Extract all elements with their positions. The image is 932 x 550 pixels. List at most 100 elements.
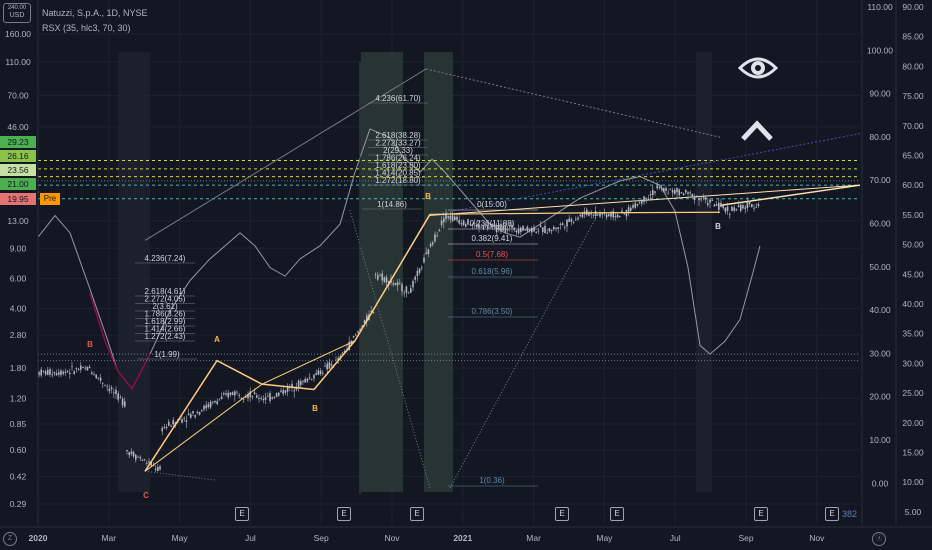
candle-body xyxy=(157,466,159,471)
candle-body xyxy=(665,188,667,191)
wave-label: A xyxy=(214,335,220,344)
left-axis-tick: 1.20 xyxy=(10,393,27,403)
time-axis-tick: Sep xyxy=(738,533,753,543)
left-axis-tick: 46.00 xyxy=(7,122,29,132)
candle-body xyxy=(533,227,535,232)
candle-body xyxy=(251,396,254,398)
candle-body xyxy=(742,205,744,209)
candle-body xyxy=(553,226,555,230)
earnings-badge[interactable]: E xyxy=(555,507,569,521)
chevron-up-icon[interactable] xyxy=(740,118,774,142)
price-box: 19.95 xyxy=(0,193,36,205)
candle-body xyxy=(425,252,427,255)
candle-body xyxy=(544,225,546,234)
candle-body xyxy=(181,419,183,423)
indicator-title[interactable]: RSX (35, hlc3, 70, 30) xyxy=(42,23,131,33)
earnings-badge[interactable]: E xyxy=(235,507,249,521)
candle-body xyxy=(399,282,401,284)
candle-body xyxy=(478,224,480,229)
wave-label: B xyxy=(312,404,318,413)
candle-body xyxy=(462,220,465,226)
earnings-badge[interactable]: E xyxy=(337,507,351,521)
candle-body xyxy=(86,366,89,371)
candle-body xyxy=(509,226,511,227)
candle-body xyxy=(313,374,315,379)
candle-body xyxy=(735,208,738,211)
candle-body xyxy=(240,397,243,399)
fib-ext-2-label: 2(29.33) xyxy=(383,146,413,155)
candle-body xyxy=(264,397,267,400)
candle-body xyxy=(361,325,364,329)
candle-body xyxy=(753,207,755,209)
earnings-badge[interactable]: E xyxy=(610,507,624,521)
candle-body xyxy=(392,283,394,285)
earnings-badge[interactable]: E xyxy=(825,507,839,521)
candle-body xyxy=(286,386,289,392)
candle-body xyxy=(581,213,584,218)
candle-body xyxy=(99,377,102,381)
candle-body xyxy=(603,213,606,214)
candle-body xyxy=(47,369,49,375)
outer-axis-tick: 60.00 xyxy=(902,180,924,190)
candle-body xyxy=(414,276,416,280)
rsx-oversold-segment xyxy=(89,293,151,391)
candle-body xyxy=(317,370,320,375)
symbol-title[interactable]: Natuzzi, S.p.A., 1D, NYSE xyxy=(42,8,148,18)
outer-axis-tick: 65.00 xyxy=(902,151,924,161)
candle-body xyxy=(187,413,190,416)
candle-body xyxy=(308,377,311,379)
candle-body xyxy=(154,468,157,470)
candle-body xyxy=(405,286,408,293)
candle-body xyxy=(396,282,399,286)
candle-body xyxy=(724,207,727,212)
eye-icon[interactable] xyxy=(738,52,778,84)
candle-body xyxy=(185,420,188,422)
candle-body xyxy=(150,461,152,466)
candle-body xyxy=(687,192,689,194)
candle-body xyxy=(220,396,223,400)
candle-body xyxy=(559,224,562,225)
fib-ext-1-label: 1.272(2.43) xyxy=(145,332,186,341)
candle-body xyxy=(660,187,663,190)
premarket-badge: Pre xyxy=(40,193,60,205)
candle-body xyxy=(394,282,397,285)
candle-body xyxy=(737,205,740,207)
candle-body xyxy=(238,395,240,397)
candle-body xyxy=(172,420,174,425)
candle-body xyxy=(53,372,56,374)
candle-body xyxy=(511,224,513,228)
auto-scale-corner[interactable]: ⓐ xyxy=(872,532,886,546)
candle-body xyxy=(691,193,694,198)
left-axis-tick: 9.00 xyxy=(10,243,27,253)
candle-body xyxy=(170,425,172,427)
left-axis-tick: 13.00 xyxy=(7,216,29,226)
earnings-badge[interactable]: E xyxy=(410,507,424,521)
candle-body xyxy=(146,463,148,464)
candle-body xyxy=(115,389,117,395)
fib-ext-1-label: 4.236(7.24) xyxy=(145,254,186,263)
candle-body xyxy=(550,229,553,232)
timezone-corner[interactable]: Z xyxy=(3,532,17,546)
candle-body xyxy=(667,193,669,195)
candle-body xyxy=(207,404,210,408)
candle-body xyxy=(751,203,753,207)
candle-body xyxy=(260,397,262,399)
candle-body xyxy=(205,405,207,409)
candle-body xyxy=(249,391,251,398)
candle-body xyxy=(526,226,529,232)
candle-body xyxy=(179,418,181,421)
candle-body xyxy=(196,411,199,413)
outer-axis-tick: 40.00 xyxy=(902,299,924,309)
candle-body xyxy=(51,374,53,376)
earnings-badge[interactable]: E xyxy=(754,507,768,521)
candle-body xyxy=(201,410,203,412)
currency-badge[interactable]: 240.00 USD xyxy=(3,3,31,23)
outer-axis-tick: 55.00 xyxy=(902,210,924,220)
candle-body xyxy=(280,390,282,392)
candle-body xyxy=(489,227,491,229)
fib-ext-1-label: 1(1.99) xyxy=(154,350,180,359)
candle-body xyxy=(242,399,245,401)
rsx-axis-tick: 100.00 xyxy=(867,45,893,55)
candle-body xyxy=(337,357,339,361)
